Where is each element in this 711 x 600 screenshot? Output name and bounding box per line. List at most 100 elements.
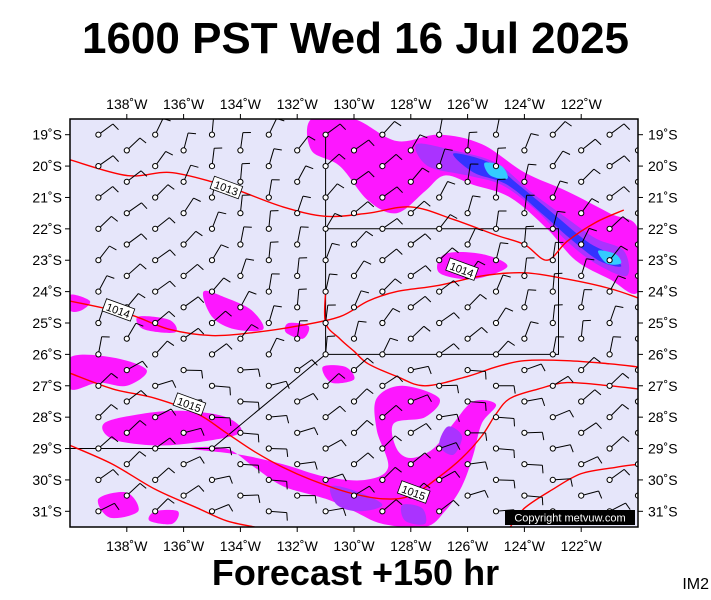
wind-barb (265, 508, 288, 521)
wind-barb (294, 226, 309, 248)
wind-barb (407, 167, 430, 185)
wind-barb (407, 394, 432, 405)
station-circle (180, 272, 187, 279)
station-circle (208, 319, 216, 327)
isobar-label-box (101, 298, 136, 322)
wind-barb (95, 216, 119, 232)
barb-feather (569, 410, 574, 418)
barb-feather (273, 148, 282, 151)
barb-feather (396, 186, 403, 194)
wind-barb (322, 273, 338, 295)
wind-barb (322, 183, 345, 201)
wind-barb (464, 227, 484, 248)
wind-barb (350, 388, 374, 405)
wind-barb (549, 444, 574, 453)
station-circle (606, 288, 613, 295)
wind-barb (237, 194, 251, 217)
wind-barb (237, 461, 260, 474)
wind-barb (294, 427, 319, 436)
isobar-label-box (445, 257, 479, 281)
barb-feather (485, 432, 488, 441)
station-circle (95, 319, 102, 327)
station-circle (407, 304, 414, 311)
station-circle (265, 382, 272, 389)
barb-feather (135, 322, 144, 327)
barb-feather (567, 375, 574, 383)
wind-barb (492, 210, 507, 232)
wind-barb (208, 244, 229, 264)
lon-label-top: 134˚W (220, 96, 262, 112)
wind-barb (123, 483, 147, 499)
station-circle (379, 508, 386, 515)
barb-feather (286, 512, 288, 521)
barb-feather (197, 327, 205, 335)
station-circle (606, 194, 613, 201)
station-circle (379, 351, 386, 358)
barb-feather (454, 470, 461, 478)
wind-barb (322, 439, 347, 452)
station-circle (95, 131, 102, 138)
barb-feather (139, 451, 147, 457)
barb-feather (168, 217, 176, 224)
barb-feather (201, 370, 204, 379)
wind-barb (379, 405, 403, 421)
barb-feather (334, 212, 343, 217)
barb-feather (396, 248, 403, 255)
station-circle (464, 210, 471, 217)
barb-feather (618, 275, 626, 280)
wind-barb (578, 357, 601, 374)
wind-barb (208, 445, 233, 456)
wind-barb (208, 504, 234, 515)
wind-barb (350, 452, 375, 468)
wind-barb (265, 476, 288, 490)
barb-feather (594, 138, 602, 146)
station-circle (350, 241, 358, 248)
wind-barb (464, 131, 478, 154)
barb-feather (396, 218, 403, 225)
barb-feather (598, 490, 603, 499)
station-circle (237, 429, 244, 436)
barb-feather (485, 371, 487, 380)
station-circle (208, 476, 216, 483)
wind-barb (549, 409, 574, 421)
lat-label-left: 19˚S (32, 127, 62, 143)
station-circle (208, 194, 216, 201)
station-circle (208, 508, 216, 515)
wind-barb (379, 278, 402, 295)
station-circle (350, 461, 358, 468)
wind-barb (208, 343, 233, 358)
station-circle (322, 163, 329, 170)
station-circle (350, 429, 358, 436)
station-circle (436, 414, 443, 421)
wind-barb (492, 147, 507, 170)
station-circle (436, 163, 443, 170)
station-circle (578, 304, 585, 311)
barb-feather (528, 289, 537, 291)
wind-barb (237, 226, 252, 248)
wind-barb (436, 148, 453, 170)
wind-barb (521, 363, 546, 374)
station-circle (521, 367, 528, 374)
isobar-label-box (396, 480, 431, 504)
wind-barb (95, 245, 117, 264)
station-circle (294, 335, 301, 342)
lon-label-top: 138˚W (106, 96, 148, 112)
station-circle (436, 288, 443, 295)
wind-barb (265, 148, 282, 170)
barb-feather (621, 403, 630, 410)
wind-barb (152, 340, 175, 358)
wind-barb (294, 492, 317, 504)
barb-feather (331, 242, 340, 246)
station-circle (294, 461, 301, 468)
wind-barb (265, 337, 285, 358)
station-circle (294, 367, 301, 374)
station-circle (407, 178, 414, 185)
wind-barb (436, 382, 459, 394)
station-circle (237, 461, 244, 468)
wind-barb (436, 312, 460, 327)
lat-label-right: 25˚S (648, 315, 678, 331)
wind-barb (294, 461, 318, 470)
wind-barb (492, 178, 506, 201)
lat-label-right: 27˚S (648, 378, 678, 394)
wind-barb (436, 343, 460, 358)
